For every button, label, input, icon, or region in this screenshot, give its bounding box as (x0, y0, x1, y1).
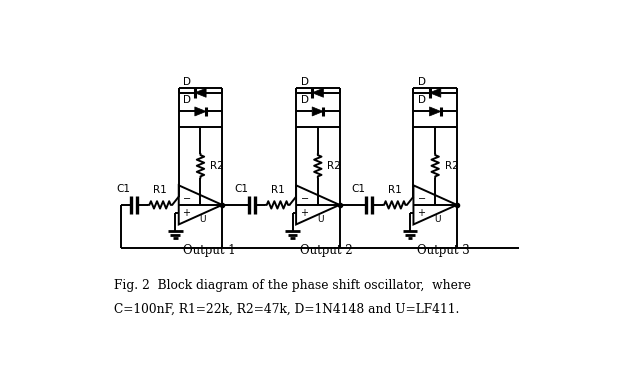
Text: R2: R2 (328, 161, 341, 171)
Polygon shape (195, 107, 206, 116)
Text: C1: C1 (116, 184, 131, 194)
Polygon shape (312, 88, 323, 97)
Text: R1: R1 (153, 185, 167, 195)
Text: C=100nF, R1=22k, R2=47k, D=1N4148 and U=LF411.: C=100nF, R1=22k, R2=47k, D=1N4148 and U=… (113, 303, 459, 316)
Text: C1: C1 (351, 184, 365, 194)
Text: D: D (301, 95, 308, 105)
Text: C1: C1 (234, 184, 248, 194)
Text: U: U (200, 215, 206, 224)
Text: D: D (184, 76, 191, 87)
Text: U: U (317, 215, 323, 224)
Text: Output 1: Output 1 (183, 244, 236, 257)
Polygon shape (413, 185, 457, 225)
Text: Output 2: Output 2 (300, 244, 353, 257)
Polygon shape (179, 185, 222, 225)
Text: $+$: $+$ (300, 207, 309, 218)
Text: Output 3: Output 3 (417, 244, 470, 257)
Text: Fig. 2  Block diagram of the phase shift oscillator,  where: Fig. 2 Block diagram of the phase shift … (113, 279, 470, 292)
Text: D: D (418, 95, 426, 105)
Text: $+$: $+$ (182, 207, 191, 218)
Text: $-$: $-$ (300, 192, 309, 202)
Polygon shape (296, 185, 340, 225)
Text: R1: R1 (271, 185, 284, 195)
Text: $-$: $-$ (182, 192, 191, 202)
Text: D: D (301, 76, 308, 87)
Polygon shape (429, 88, 441, 97)
Text: $-$: $-$ (417, 192, 426, 202)
Polygon shape (429, 107, 441, 116)
Text: R2: R2 (210, 161, 224, 171)
Text: D: D (184, 95, 191, 105)
Polygon shape (312, 107, 323, 116)
Text: R2: R2 (445, 161, 458, 171)
Text: U: U (434, 215, 440, 224)
Polygon shape (195, 88, 206, 97)
Text: D: D (418, 76, 426, 87)
Text: R1: R1 (388, 185, 402, 195)
Text: $+$: $+$ (417, 207, 426, 218)
